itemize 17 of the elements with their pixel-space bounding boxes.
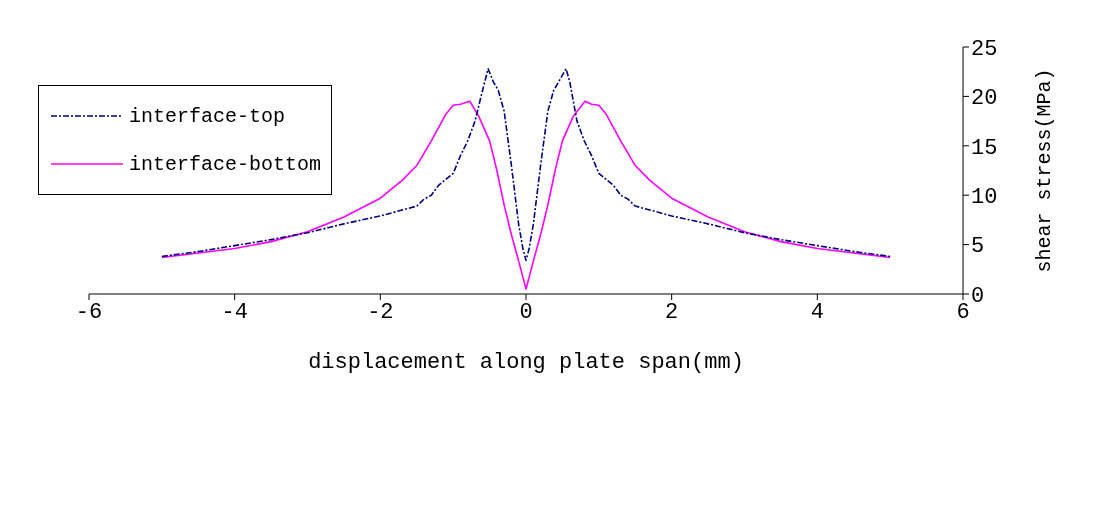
y-axis-title: shear stress(MPa) [1033, 68, 1057, 273]
y-tick-label: 0 [971, 283, 985, 309]
x-tick-label: 4 [810, 299, 824, 325]
y-tick-label: 20 [971, 86, 998, 112]
y-tick-label: 25 [971, 36, 998, 62]
legend-label: interface-top [129, 104, 286, 128]
y-tick-label: 5 [971, 234, 985, 260]
legend-label: interface-bottom [129, 152, 322, 176]
x-tick-label: -4 [221, 299, 248, 325]
x-axis-title: displacement along plate span(mm) [308, 350, 744, 375]
y-tick-label: 10 [971, 185, 998, 211]
x-tick-label: 2 [665, 299, 679, 325]
x-tick-label: -6 [75, 299, 103, 325]
x-tick-label: 0 [519, 299, 533, 325]
y-tick-label: 15 [971, 135, 998, 161]
x-tick-label: -2 [367, 299, 394, 325]
x-tick-label: 6 [956, 299, 970, 325]
